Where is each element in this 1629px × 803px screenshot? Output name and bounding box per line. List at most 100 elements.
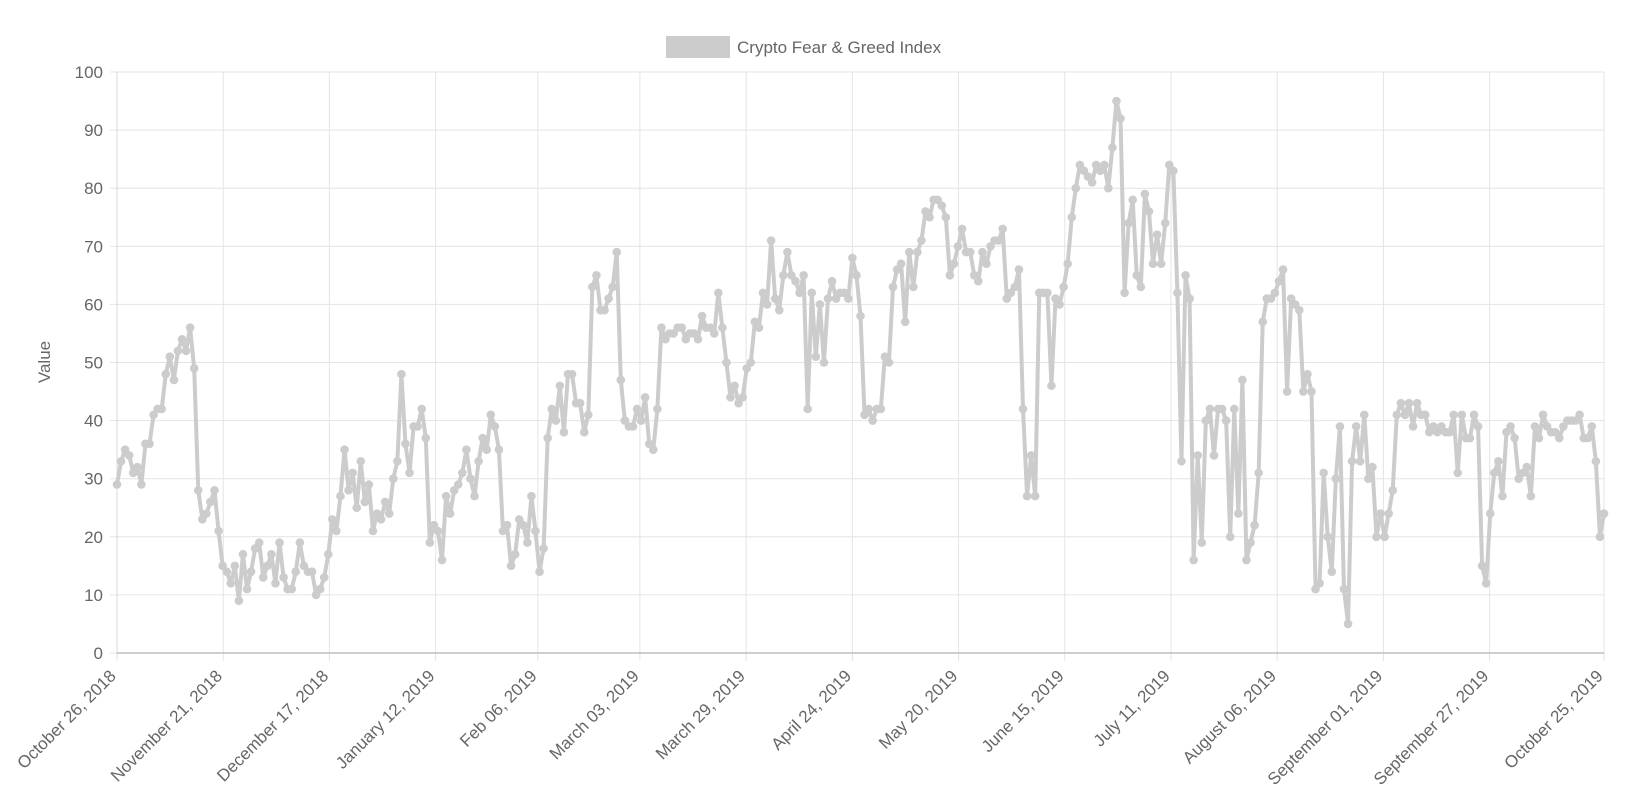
data-point[interactable] bbox=[888, 282, 898, 292]
data-point[interactable] bbox=[1319, 468, 1328, 478]
data-point[interactable] bbox=[323, 549, 333, 559]
data-point[interactable] bbox=[165, 352, 175, 361]
data-point[interactable] bbox=[1258, 317, 1268, 327]
data-point[interactable] bbox=[1380, 532, 1389, 542]
data-point[interactable] bbox=[388, 474, 398, 484]
data-point[interactable] bbox=[937, 201, 947, 210]
data-point[interactable] bbox=[823, 294, 833, 303]
data-point[interactable] bbox=[693, 334, 703, 344]
data-point[interactable] bbox=[1047, 381, 1056, 391]
data-point[interactable] bbox=[1303, 369, 1312, 379]
data-point[interactable] bbox=[1599, 509, 1609, 518]
data-point[interactable] bbox=[242, 584, 252, 594]
data-point[interactable] bbox=[133, 462, 142, 472]
data-point[interactable] bbox=[1388, 486, 1398, 495]
data-point[interactable] bbox=[1591, 456, 1601, 466]
data-point[interactable] bbox=[1384, 509, 1393, 518]
data-point[interactable] bbox=[567, 369, 577, 379]
data-point[interactable] bbox=[1132, 271, 1142, 280]
data-point[interactable] bbox=[957, 224, 967, 234]
data-point[interactable] bbox=[1104, 183, 1113, 193]
data-point[interactable] bbox=[1498, 491, 1507, 501]
data-point[interactable] bbox=[1575, 410, 1584, 420]
data-point[interactable] bbox=[405, 468, 414, 478]
data-point[interactable] bbox=[1359, 410, 1369, 420]
data-point[interactable] bbox=[762, 300, 772, 309]
data-point[interactable] bbox=[470, 491, 479, 501]
data-point[interactable] bbox=[1331, 474, 1341, 484]
data-point[interactable] bbox=[583, 410, 593, 420]
data-point[interactable] bbox=[1043, 288, 1052, 298]
data-point[interactable] bbox=[1485, 509, 1495, 518]
data-point[interactable] bbox=[1059, 282, 1068, 292]
data-point[interactable] bbox=[941, 212, 951, 222]
data-point[interactable] bbox=[490, 422, 500, 431]
data-point[interactable] bbox=[1294, 305, 1304, 315]
data-point[interactable] bbox=[1347, 456, 1357, 466]
data-point[interactable] bbox=[1201, 416, 1211, 425]
data-point[interactable] bbox=[458, 468, 467, 478]
data-point[interactable] bbox=[466, 474, 475, 484]
data-point[interactable] bbox=[1323, 532, 1333, 542]
data-point[interactable] bbox=[604, 294, 613, 303]
data-point[interactable] bbox=[230, 561, 240, 571]
data-point[interactable] bbox=[1144, 207, 1154, 216]
data-point[interactable] bbox=[1412, 398, 1422, 408]
data-point[interactable] bbox=[547, 404, 557, 414]
data-point[interactable] bbox=[852, 271, 861, 280]
data-point[interactable] bbox=[1327, 567, 1337, 576]
data-point[interactable] bbox=[978, 247, 987, 257]
data-point[interactable] bbox=[214, 526, 223, 536]
data-point[interactable] bbox=[352, 503, 362, 513]
data-point[interactable] bbox=[758, 288, 768, 298]
data-point[interactable] bbox=[1181, 271, 1190, 280]
data-point[interactable] bbox=[145, 439, 154, 449]
data-point[interactable] bbox=[1400, 410, 1410, 420]
data-point[interactable] bbox=[1189, 555, 1198, 565]
data-point[interactable] bbox=[1238, 375, 1247, 385]
data-point[interactable] bbox=[884, 358, 894, 367]
data-point[interactable] bbox=[795, 288, 804, 298]
data-point[interactable] bbox=[904, 247, 914, 257]
data-point[interactable] bbox=[344, 486, 353, 495]
data-point[interactable] bbox=[791, 276, 800, 286]
data-point[interactable] bbox=[709, 329, 719, 338]
data-point[interactable] bbox=[206, 497, 215, 507]
data-point[interactable] bbox=[1473, 422, 1483, 431]
data-point[interactable] bbox=[1197, 538, 1207, 547]
data-point[interactable] bbox=[1136, 282, 1146, 292]
data-point[interactable] bbox=[1587, 422, 1597, 431]
data-point[interactable] bbox=[608, 282, 617, 292]
data-point[interactable] bbox=[393, 456, 402, 466]
data-point[interactable] bbox=[600, 305, 609, 315]
data-point[interactable] bbox=[177, 334, 187, 344]
legend[interactable]: Crypto Fear & Greed Index bbox=[666, 36, 942, 58]
data-point[interactable] bbox=[1506, 422, 1515, 431]
data-point[interactable] bbox=[116, 456, 126, 466]
data-point[interactable] bbox=[628, 422, 638, 431]
data-point[interactable] bbox=[827, 276, 837, 286]
data-point[interactable] bbox=[291, 567, 301, 576]
data-point[interactable] bbox=[161, 369, 171, 379]
data-point[interactable] bbox=[1510, 433, 1519, 443]
data-point[interactable] bbox=[799, 271, 808, 280]
data-point[interactable] bbox=[856, 311, 865, 321]
data-point[interactable] bbox=[364, 480, 374, 489]
data-point[interactable] bbox=[271, 578, 280, 588]
data-point[interactable] bbox=[1217, 404, 1227, 414]
data-point[interactable] bbox=[1274, 276, 1284, 286]
data-point[interactable] bbox=[730, 381, 739, 391]
data-point[interactable] bbox=[1116, 114, 1125, 123]
data-point[interactable] bbox=[380, 497, 390, 507]
data-point[interactable] bbox=[181, 346, 191, 356]
data-point[interactable] bbox=[445, 509, 455, 518]
data-point[interactable] bbox=[588, 282, 597, 292]
data-point[interactable] bbox=[1355, 456, 1365, 466]
data-point[interactable] bbox=[482, 445, 492, 454]
data-point[interactable] bbox=[640, 393, 650, 402]
data-point[interactable] bbox=[811, 352, 821, 361]
data-point[interactable] bbox=[1067, 212, 1077, 222]
data-point[interactable] bbox=[1538, 410, 1548, 420]
data-point[interactable] bbox=[384, 509, 394, 518]
data-point[interactable] bbox=[263, 561, 272, 571]
